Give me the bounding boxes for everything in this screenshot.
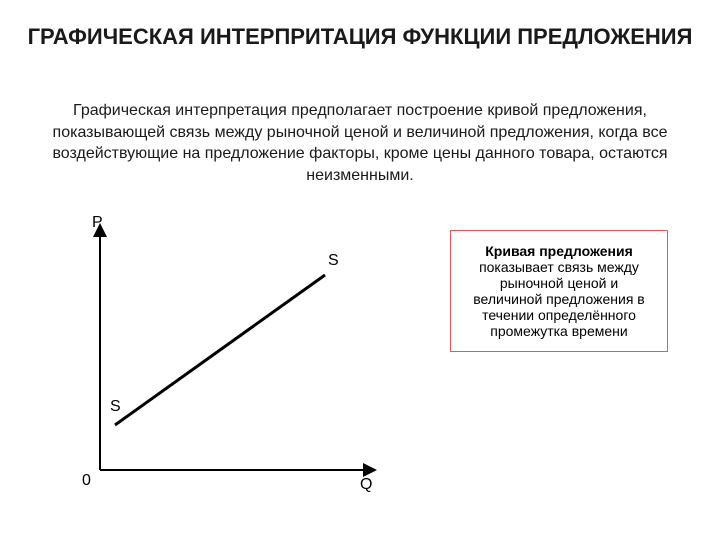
callout-heading: Кривая предложения <box>485 243 633 259</box>
y-axis-label: P <box>92 214 103 232</box>
curve-label-end: S <box>328 252 339 270</box>
slide: ГРАФИЧЕСКАЯ ИНТЕРПРИТАЦИЯ ФУНКЦИИ ПРЕДЛО… <box>0 0 720 540</box>
supply-chart: P Q 0 S S <box>70 220 390 500</box>
origin-label: 0 <box>82 472 91 490</box>
curve-label-start: S <box>110 398 121 416</box>
description-text: Графическая интерпретация предполагает п… <box>40 100 680 186</box>
callout-box: Кривая предложения показывает связь межд… <box>450 230 668 352</box>
chart-svg <box>70 220 390 500</box>
page-title: ГРАФИЧЕСКАЯ ИНТЕРПРИТАЦИЯ ФУНКЦИИ ПРЕДЛО… <box>0 24 720 50</box>
callout-body: показывает связь между рыночной ценой и … <box>473 259 645 339</box>
supply-curve <box>115 275 325 425</box>
x-axis-label: Q <box>360 476 372 494</box>
